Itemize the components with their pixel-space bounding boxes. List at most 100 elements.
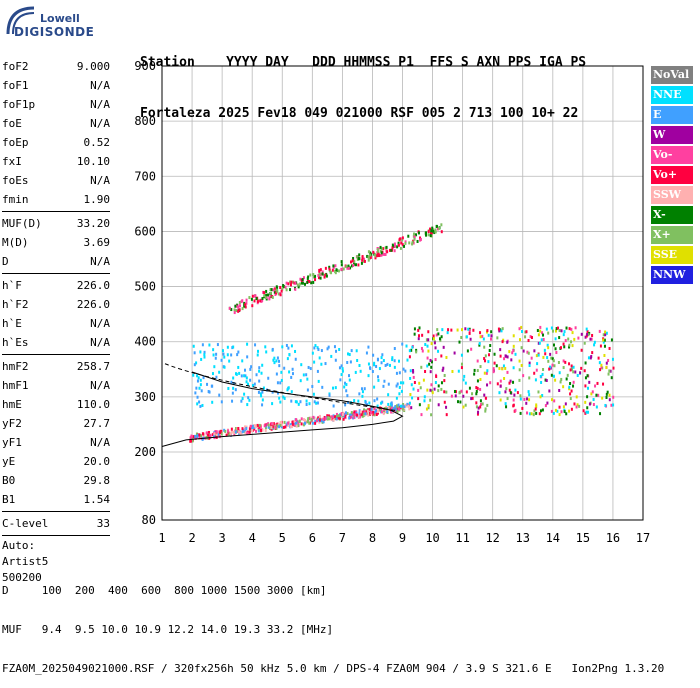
- echo-point: [327, 414, 330, 418]
- echo-point: [241, 359, 244, 363]
- echo-point: [243, 374, 246, 378]
- echo-point: [483, 357, 486, 361]
- echo-point: [608, 393, 611, 397]
- echo-point: [214, 432, 217, 436]
- y-tick-label: 200: [134, 445, 156, 459]
- echo-point: [493, 352, 496, 356]
- echo-point: [540, 380, 543, 384]
- echo-point: [569, 397, 572, 401]
- echo-point: [585, 334, 588, 338]
- echo-point: [380, 410, 383, 414]
- echo-point: [564, 360, 567, 364]
- param-name: hmF1: [2, 379, 29, 392]
- echo-point: [421, 349, 424, 353]
- param-value: 1.90: [83, 193, 111, 206]
- echo-point: [321, 420, 324, 424]
- digisonde-logo: Lowell DIGISONDE: [4, 4, 104, 44]
- echo-point: [559, 346, 562, 350]
- echo-point: [350, 412, 353, 416]
- echo-point: [238, 371, 241, 375]
- echo-point: [261, 363, 264, 367]
- echo-point: [402, 381, 405, 385]
- echo-point: [598, 329, 601, 333]
- echo-point: [587, 410, 590, 414]
- echo-point: [306, 377, 309, 381]
- legend-entry: E: [651, 106, 693, 124]
- echo-point: [490, 337, 493, 341]
- echo-point: [421, 333, 424, 337]
- echo-point: [430, 229, 433, 233]
- echo-point: [245, 376, 248, 380]
- echo-point: [333, 345, 336, 349]
- echo-point: [211, 433, 214, 437]
- echo-point: [374, 256, 377, 260]
- param-value: N/A: [90, 98, 110, 111]
- echo-point: [229, 433, 232, 437]
- echo-point: [275, 372, 278, 376]
- echo-point: [369, 255, 372, 259]
- echo-point: [363, 408, 366, 412]
- param-value: N/A: [90, 336, 110, 349]
- echo-point: [576, 403, 579, 407]
- echo-point: [605, 361, 608, 365]
- echo-point: [487, 360, 490, 364]
- echo-point: [440, 223, 443, 227]
- echo-point: [331, 417, 334, 421]
- x-tick-label: 17: [636, 531, 650, 545]
- echo-point: [382, 359, 385, 363]
- echo-point: [232, 382, 235, 386]
- echo-point: [236, 428, 239, 432]
- echo-point: [524, 335, 527, 339]
- echo-point: [326, 347, 329, 351]
- echo-point: [358, 409, 361, 413]
- footer-file: FZA0M_2025049021000.RSF / 320fx256h 50 k…: [2, 662, 665, 675]
- echo-point: [535, 411, 538, 415]
- echo-point: [425, 338, 428, 342]
- echo-point: [207, 430, 210, 434]
- echo-point: [552, 374, 555, 378]
- echo-point: [344, 414, 347, 418]
- echo-point: [563, 330, 566, 334]
- divider: [2, 535, 110, 536]
- echo-point: [450, 328, 453, 332]
- echo-point: [373, 361, 376, 365]
- autoscale-label: Auto:: [2, 539, 36, 552]
- echo-point: [338, 416, 341, 420]
- logo-line2: DIGISONDE: [14, 25, 95, 39]
- echo-point: [251, 304, 254, 308]
- echo-point: [528, 361, 531, 365]
- echo-point: [264, 426, 267, 430]
- echo-point: [363, 259, 366, 263]
- echo-point: [270, 426, 273, 430]
- echo-point: [280, 425, 283, 429]
- echo-point: [544, 352, 547, 356]
- echo-point: [519, 411, 522, 415]
- echo-point: [299, 277, 302, 281]
- echo-point: [533, 349, 536, 353]
- echo-point: [466, 349, 469, 353]
- param-group-heights: h`F 226.0 h`F2 226.0 h`E N/A h`Es N/A: [2, 276, 110, 352]
- echo-point: [263, 291, 266, 295]
- echo-point: [286, 357, 289, 361]
- echo-point: [273, 361, 276, 365]
- param-row: foEp 0.52: [2, 133, 110, 152]
- echo-point: [522, 349, 525, 353]
- echo-point: [397, 359, 400, 363]
- echo-point: [223, 355, 226, 359]
- echo-point: [579, 371, 582, 375]
- echo-point: [411, 396, 414, 400]
- echo-point: [526, 350, 529, 354]
- echo-point: [330, 271, 333, 275]
- echo-point: [445, 405, 448, 409]
- echo-point: [539, 325, 542, 329]
- echo-point: [275, 359, 278, 363]
- echo-point: [486, 403, 489, 407]
- echo-point: [228, 359, 231, 363]
- x-tick-label: 12: [485, 531, 499, 545]
- echo-point: [432, 229, 435, 233]
- echo-point: [443, 400, 446, 404]
- echo-point: [542, 333, 545, 337]
- echo-point: [558, 371, 561, 375]
- echo-point: [475, 401, 478, 405]
- echo-point: [297, 402, 300, 406]
